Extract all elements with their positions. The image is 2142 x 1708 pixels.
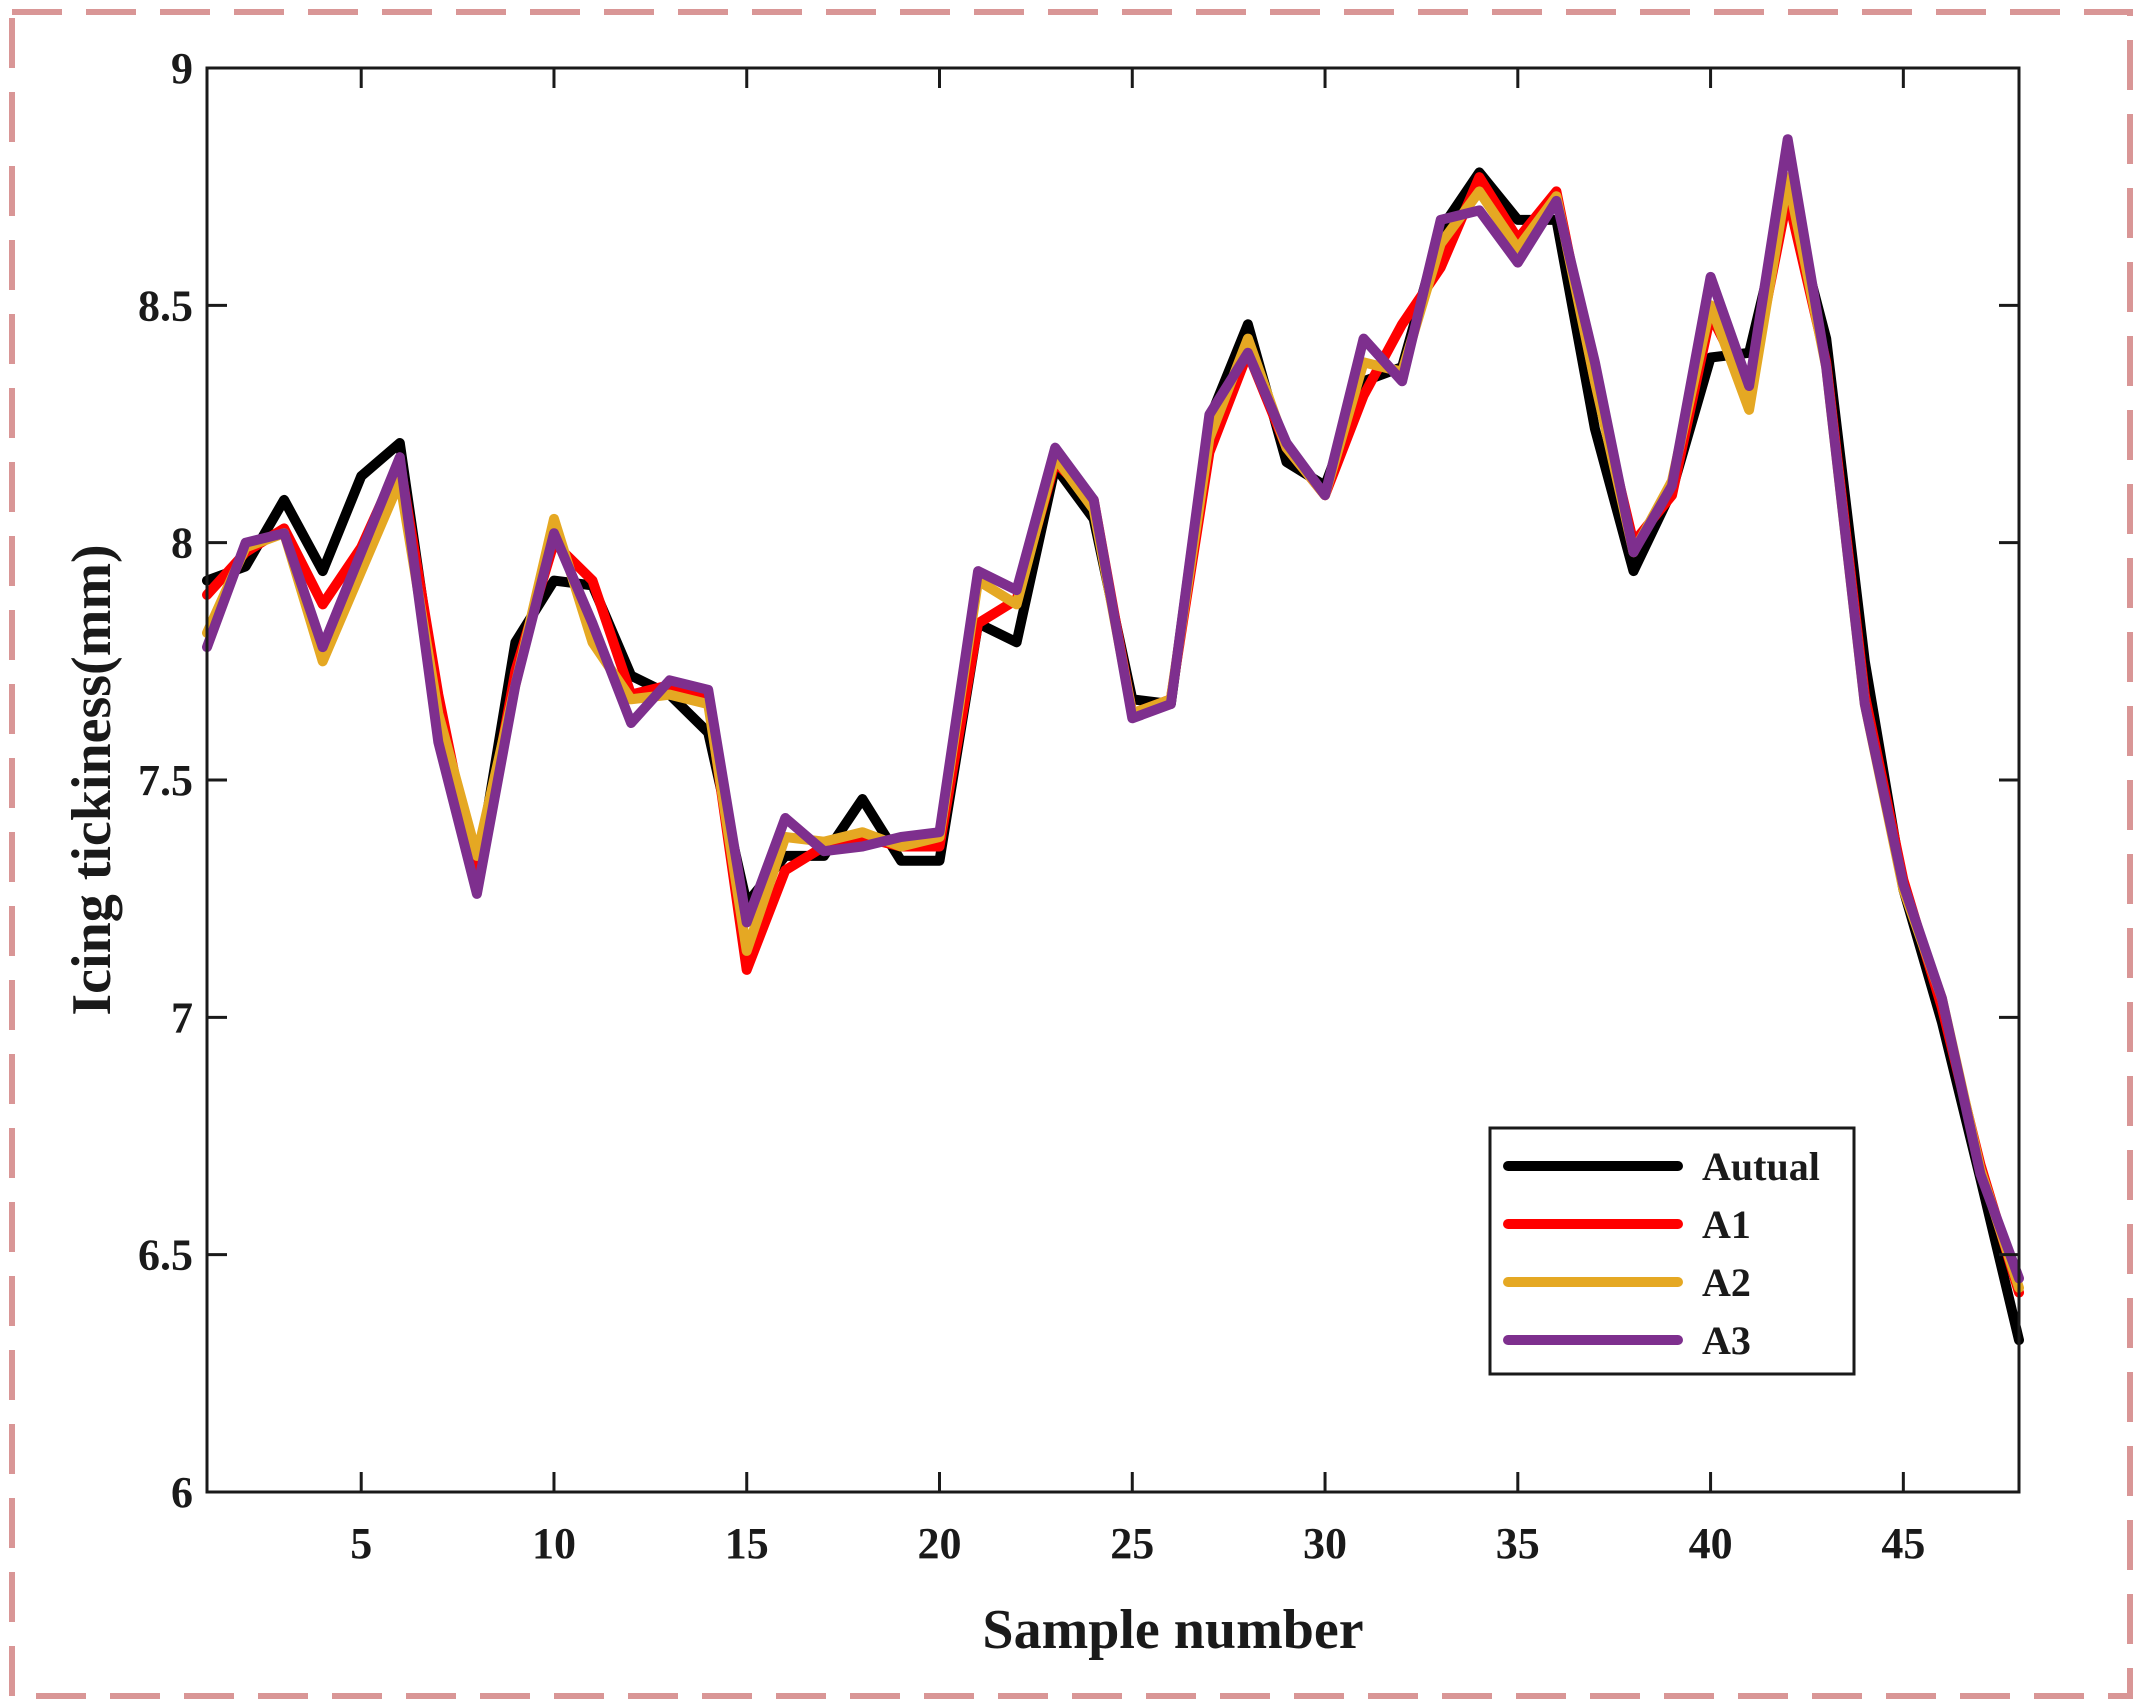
x-tick-label: 5: [350, 1519, 372, 1568]
legend-label-a3: A3: [1702, 1318, 1751, 1363]
x-axis: 5 10 15 20 25 30 35 40 45: [350, 68, 1925, 1568]
y-axis-title: Icing tickiness(mm): [61, 544, 123, 1015]
y-tick-label: 7: [171, 993, 193, 1042]
x-axis-title: Sample number: [982, 1599, 1363, 1661]
series-line-a3: [202, 134, 2024, 1284]
y-tick-label: 6: [171, 1468, 193, 1517]
plot-lines: [202, 134, 2024, 1346]
y-tick-label: 8.5: [138, 281, 193, 330]
y-tick-label: 7.5: [138, 756, 193, 805]
x-tick-label: 25: [1110, 1519, 1154, 1568]
x-tick-label: 40: [1689, 1519, 1733, 1568]
legend: Autual A1 A2 A3: [1488, 1126, 1856, 1376]
legend-label-autual: Autual: [1702, 1144, 1820, 1189]
y-tick-label: 8: [171, 519, 193, 568]
legend-label-a2: A2: [1702, 1260, 1751, 1305]
x-tick-label: 20: [918, 1519, 962, 1568]
x-tick-label: 10: [532, 1519, 576, 1568]
y-tick-label: 6.5: [138, 1231, 193, 1280]
legend-label-a1: A1: [1702, 1202, 1751, 1247]
x-tick-label: 35: [1496, 1519, 1540, 1568]
x-tick-label: 30: [1303, 1519, 1347, 1568]
dashed-frame-border: [9, 9, 2133, 1699]
x-tick-label: 15: [725, 1519, 769, 1568]
x-tick-label: 45: [1881, 1519, 1925, 1568]
y-axis: 6 6.5 7 7.5 8 8.5 9: [138, 44, 2019, 1517]
legend-entries: Autual A1 A2 A3: [1503, 1144, 1820, 1363]
y-tick-label: 9: [171, 44, 193, 93]
